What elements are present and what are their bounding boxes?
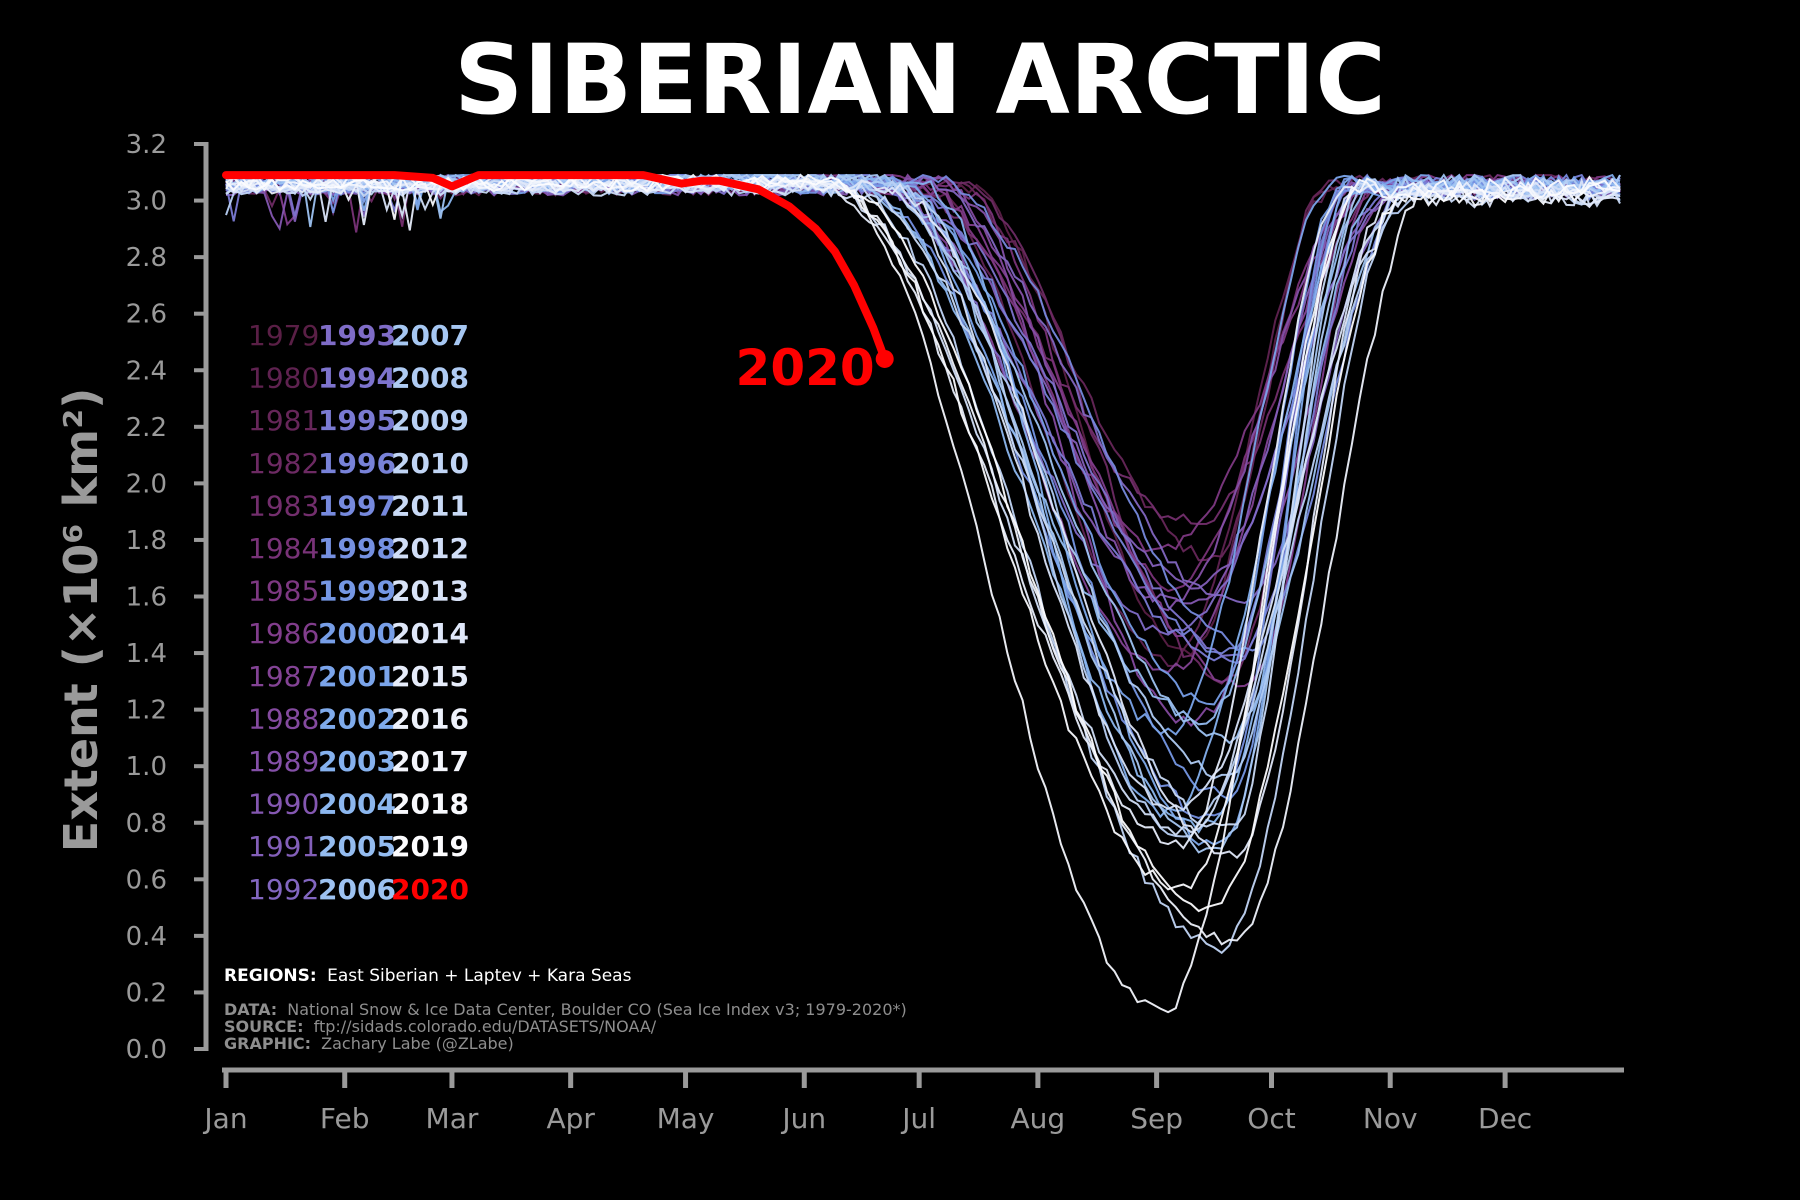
legend-year: 2006 <box>318 873 396 906</box>
y-tick-label: 0.6 <box>126 865 167 895</box>
end-point-2020 <box>875 349 894 368</box>
legend-year: 1986 <box>248 617 319 650</box>
legend-year: 2015 <box>391 660 469 693</box>
legend-year: 2017 <box>391 745 469 778</box>
legend-year: 2019 <box>391 830 469 863</box>
legend-year: 1985 <box>248 575 319 608</box>
legend-year: 1983 <box>248 489 319 522</box>
legend-year: 1987 <box>248 660 319 693</box>
legend-year: 1995 <box>318 404 396 437</box>
legend-year: 2010 <box>391 447 469 480</box>
legend-year: 1990 <box>248 788 319 821</box>
x-tick-label: Jul <box>900 1102 936 1135</box>
y-tick-label: 2.6 <box>126 300 167 330</box>
series-line <box>225 180 1621 828</box>
y-tick-label: 2.8 <box>126 243 167 273</box>
legend-year: 1979 <box>248 319 319 352</box>
legend-year: 2003 <box>318 745 396 778</box>
y-tick-label: 0.8 <box>126 809 167 839</box>
legend-year: 2013 <box>391 575 469 608</box>
x-tick-label: Dec <box>1478 1102 1532 1135</box>
series-line <box>225 173 1621 726</box>
notes: REGIONS: East Siberian + Laptev + Kara S… <box>224 966 907 1053</box>
y-tick-label: 3.0 <box>126 187 167 217</box>
y-tick-label: 0.2 <box>126 978 167 1008</box>
axes: 0.0 0.2 0.4 0.6 0.8 1.0 1.2 1.4 1.6 1.8 2.0 2.2 2.4 2… <box>126 130 1624 1135</box>
legend-year: 1984 <box>248 532 319 565</box>
legend-year: 2011 <box>391 489 469 522</box>
highlight-2020: 2020 <box>222 171 894 397</box>
legend-year: 1981 <box>248 404 319 437</box>
x-tick-label: Apr <box>546 1102 595 1135</box>
year-legend: 1979 1980 1981 1982 1983 1984 1985 1986 1987 1988… <box>248 319 469 906</box>
y-tick-label: 3.2 <box>126 130 167 160</box>
y-axis-label: Extent (×10⁶ km²) <box>54 388 108 852</box>
y-tick-label: 2.0 <box>126 469 167 499</box>
legend-year: 2005 <box>318 830 396 863</box>
legend-year: 2020 <box>391 873 469 906</box>
y-tick-label: 1.2 <box>126 696 167 726</box>
regions-note: REGIONS: East Siberian + Laptev + Kara S… <box>224 966 632 986</box>
legend-year: 1992 <box>248 873 319 906</box>
x-tick-label: Oct <box>1247 1102 1295 1135</box>
legend-year: 2000 <box>318 617 396 650</box>
legend-year: 1980 <box>248 362 319 395</box>
y-tick-label: 1.4 <box>126 639 167 669</box>
y-tick-label: 2.4 <box>126 356 167 386</box>
legend-year: 2001 <box>318 660 396 693</box>
legend-year: 2016 <box>391 702 469 735</box>
legend-year: 2014 <box>391 617 469 650</box>
y-tick-label: 1.6 <box>126 583 167 613</box>
data-note: DATA: National Snow & Ice Data Center, B… <box>224 1000 907 1019</box>
graphic-note: GRAPHIC: Zachary Labe (@ZLabe) <box>224 1034 514 1053</box>
legend-year: 1998 <box>318 532 396 565</box>
y-tick-label: 0.0 <box>126 1035 167 1065</box>
series-line-2020 <box>222 171 889 363</box>
legend-year: 1997 <box>318 489 396 522</box>
y-tick-label: 1.8 <box>126 526 167 556</box>
legend-year: 2007 <box>391 319 469 352</box>
legend-year: 1999 <box>318 575 396 608</box>
legend-year: 2009 <box>391 404 469 437</box>
x-tick-label: May <box>657 1102 715 1135</box>
end-label-2020: 2020 <box>736 339 875 397</box>
x-tick-label: Aug <box>1011 1102 1066 1135</box>
chart-title: SIBERIAN ARCTIC <box>454 24 1386 136</box>
legend-year: 1988 <box>248 702 319 735</box>
y-tick-label: 1.0 <box>126 752 167 782</box>
legend-year: 2008 <box>391 362 469 395</box>
x-tick-label: Feb <box>320 1102 370 1135</box>
y-tick-label: 0.4 <box>126 922 167 952</box>
legend-year: 1989 <box>248 745 319 778</box>
y-tick-label: 2.2 <box>126 413 167 443</box>
legend-year: 2012 <box>391 532 469 565</box>
x-tick-label: Sep <box>1130 1102 1183 1135</box>
legend-year: 1982 <box>248 447 319 480</box>
x-tick-label: Jan <box>202 1102 247 1135</box>
legend-year: 2004 <box>318 788 396 821</box>
x-tick-label: Jun <box>780 1102 826 1135</box>
x-tick-label: Mar <box>426 1102 479 1135</box>
source-note: SOURCE: ftp://sidads.colorado.edu/DATASE… <box>224 1017 657 1036</box>
legend-year: 1991 <box>248 830 319 863</box>
legend-year: 2018 <box>391 788 469 821</box>
x-tick-label: Nov <box>1363 1102 1418 1135</box>
legend-year: 1993 <box>318 319 396 352</box>
legend-year: 1996 <box>318 447 396 480</box>
legend-year: 1994 <box>318 362 396 395</box>
series-line <box>225 175 1621 1014</box>
legend-year: 2002 <box>318 702 396 735</box>
